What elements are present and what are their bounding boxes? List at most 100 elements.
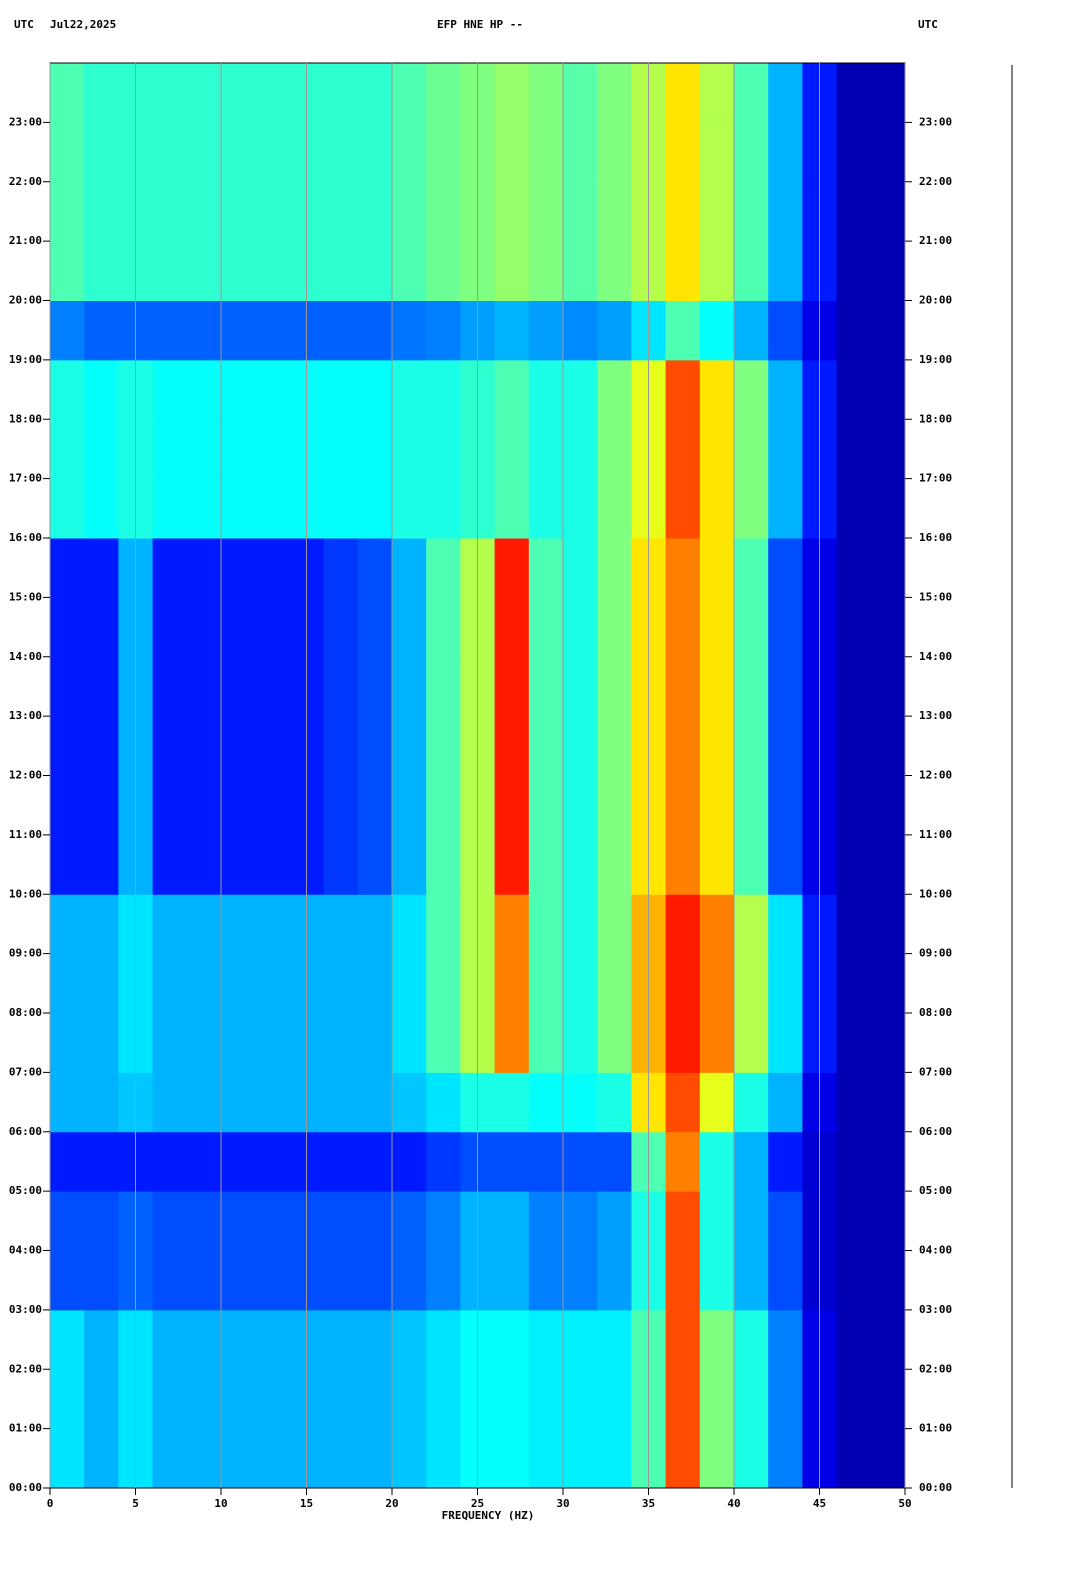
cell [665,1013,701,1073]
cell [870,1250,906,1311]
cell [494,359,530,420]
cell [152,1131,188,1192]
cell [50,538,85,598]
cell [357,716,393,776]
cell [221,419,256,480]
cell [665,953,701,1014]
cell [426,1428,461,1489]
cell [563,538,598,598]
cell [528,1250,564,1311]
cell [699,1309,735,1370]
cell [528,300,564,361]
cell [699,538,735,598]
x-tick-label: 40 [727,1497,740,1510]
cell [221,478,256,539]
y-tick-label: 17:00 [9,472,42,485]
cell [323,1191,359,1251]
cell [255,1013,290,1073]
cell [734,122,769,183]
cell [357,656,393,717]
cell [494,656,530,717]
cell [494,1191,530,1251]
cell [152,775,188,836]
cell [426,597,461,658]
cell [221,1072,256,1133]
cell [152,1013,188,1073]
cell [186,656,222,717]
y-tick-label-right: 01:00 [919,1422,952,1435]
cell [870,1191,906,1251]
cell [186,775,222,836]
cell [323,1428,359,1489]
cell [494,1369,530,1430]
cell [699,656,735,717]
cell [665,834,701,895]
cell [528,775,564,836]
cell [870,122,906,183]
cell [392,63,427,123]
cell [50,1072,85,1133]
cell [768,241,803,301]
cell [563,1369,598,1430]
cell [323,1250,359,1311]
cell [528,1369,564,1430]
cell [392,1309,427,1370]
cell [323,359,359,420]
cell [768,1191,803,1251]
cell [734,834,769,895]
cell [323,1369,359,1430]
cell [870,597,906,658]
cell [528,656,564,717]
cell [734,419,769,480]
cell [255,359,290,420]
cell [665,1072,701,1133]
cell [494,1250,530,1311]
cell [392,597,427,658]
cell [734,538,769,598]
cell [836,122,872,183]
y-tick-label-right: 14:00 [919,650,952,663]
cell [768,122,803,183]
cell [323,241,359,301]
y-tick-label: 02:00 [9,1362,42,1375]
cell [734,300,769,361]
cell [734,1013,769,1073]
cell [528,419,564,480]
cell [597,1250,632,1311]
cell [357,1309,393,1370]
y-tick-label: 00:00 [9,1481,42,1494]
cell [152,1191,188,1251]
cell [870,359,906,420]
cell [563,1191,598,1251]
cell [597,538,632,598]
cell [597,63,632,123]
cell [665,300,701,361]
cell [870,478,906,539]
cell [186,1013,222,1073]
cell [221,1428,256,1489]
cell [870,1131,906,1192]
cell [528,359,564,420]
cell [255,478,290,539]
cell [84,538,119,598]
cell [84,1369,119,1430]
y-tick-label-right: 19:00 [919,353,952,366]
cell [768,716,803,776]
cell [255,775,290,836]
cell [323,656,359,717]
cell [323,716,359,776]
cell [152,597,188,658]
cell [426,419,461,480]
cell [734,359,769,420]
cell [836,300,872,361]
cell [528,953,564,1014]
y-tick-label-right: 09:00 [919,947,952,960]
cell [426,1369,461,1430]
cell [768,1250,803,1311]
cell [528,478,564,539]
cell [221,181,256,242]
y-tick-label-right: 07:00 [919,1065,952,1078]
cell [836,1369,872,1430]
cell [50,181,85,242]
